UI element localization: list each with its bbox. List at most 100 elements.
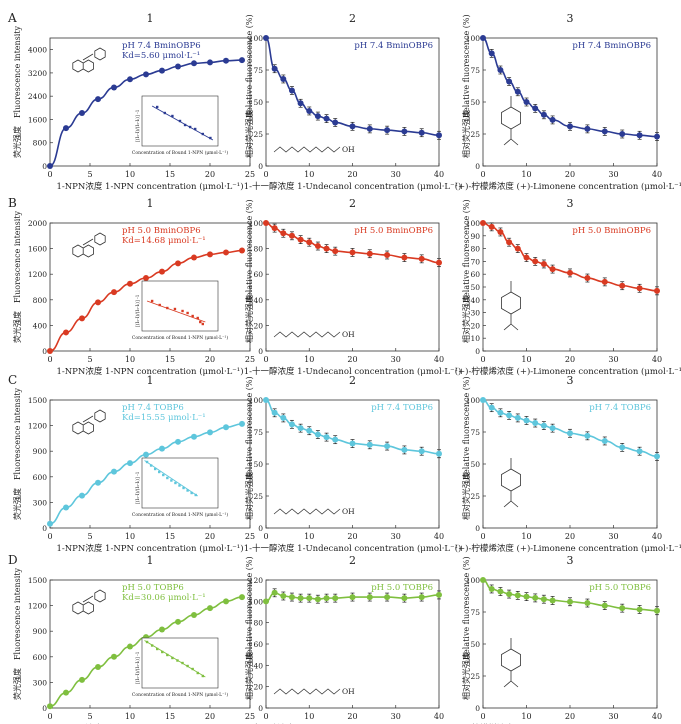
- data-point: [601, 278, 608, 285]
- inset-point: [171, 114, 174, 118]
- npn-bond: [82, 595, 94, 603]
- data-point: [47, 520, 53, 527]
- inset-point: [162, 473, 165, 477]
- data-point: [271, 589, 278, 596]
- data-point: [567, 123, 573, 130]
- data-point: [288, 594, 295, 601]
- data-point: [497, 228, 504, 235]
- data-point: [584, 275, 591, 282]
- panel-number: 1: [147, 374, 154, 387]
- x-tick-label: 10: [304, 170, 314, 179]
- y-tick-label: 2000: [28, 219, 47, 228]
- y-axis-label-cn: 相对荧光强度: [461, 472, 471, 520]
- data-point: [191, 254, 197, 261]
- y-tick-label: 75: [470, 428, 480, 437]
- x-tick-label: 0: [47, 355, 52, 364]
- x-tick-label: 5: [87, 170, 92, 179]
- data-point: [95, 96, 101, 103]
- data-point: [488, 50, 495, 57]
- fit-curve: [482, 37, 658, 138]
- y-tick-label: 100: [466, 576, 481, 585]
- data-point: [263, 220, 269, 226]
- y-axis-label-en: Relative fluorescence (%): [462, 199, 471, 303]
- data-point: [79, 110, 85, 117]
- data-point: [223, 249, 229, 256]
- y-axis-label-en: Relative fluorescence (%): [462, 556, 471, 660]
- y-tick-label: 600: [33, 473, 48, 482]
- data-point: [223, 424, 229, 431]
- plot-frame: [49, 399, 251, 529]
- y-tick-label: 0: [42, 162, 47, 171]
- y-tick-label: 1200: [28, 422, 47, 431]
- x-tick-label: 40: [652, 532, 662, 541]
- inset-point: [194, 127, 197, 131]
- y-axis-label-cn: 相对荧光强度: [244, 472, 254, 520]
- y-axis-label-en: Fluorescence intensity: [13, 210, 22, 303]
- x-tick-label: 40: [434, 170, 444, 179]
- data-point: [314, 243, 321, 250]
- annotation: Kd=5.60 μmol·L⁻¹: [122, 51, 200, 61]
- data-point: [63, 125, 69, 132]
- data-point: [349, 123, 356, 130]
- data-point: [418, 129, 425, 136]
- y-tick-label: 20: [253, 321, 263, 330]
- y-tick-label: 0: [258, 704, 263, 713]
- x-tick-label: 40: [434, 712, 444, 721]
- y-tick-label: 50: [470, 98, 480, 107]
- y-axis-label-en: Fluorescence intensity: [13, 25, 22, 118]
- data-point: [306, 427, 313, 434]
- x-tick-label: 10: [125, 355, 135, 364]
- y-tick-label: 300: [33, 678, 48, 687]
- data-point: [584, 600, 591, 607]
- inset-x-label: Concentration of Bound 1-NPN (μmol·L⁻¹): [132, 149, 228, 156]
- data-point: [79, 676, 85, 683]
- limonene-isopropenyl-a: [503, 323, 512, 331]
- data-point: [532, 594, 539, 601]
- inset-point: [178, 119, 182, 123]
- y-tick-label: 1200: [28, 270, 47, 279]
- data-point: [418, 255, 425, 262]
- x-tick-label: 40: [652, 170, 662, 179]
- x-axis-label: 1-NPN浓度 1-NPN concentration (μmol·L⁻¹): [56, 181, 243, 192]
- y-axis-label-cn: 荧光强度: [12, 668, 22, 700]
- panel-number: 3: [567, 554, 574, 567]
- x-tick-label: 20: [347, 712, 357, 721]
- y-tick-label: 25: [470, 130, 480, 139]
- data-point: [497, 409, 504, 416]
- x-tick-label: 0: [480, 170, 485, 179]
- y-tick-label: 80: [470, 245, 480, 254]
- limonene-molecule-icon: [501, 106, 521, 130]
- data-point: [532, 258, 539, 265]
- y-axis-label-cn: 荧光强度: [12, 488, 22, 520]
- data-point: [263, 598, 269, 605]
- y-tick-label: 20: [470, 321, 480, 330]
- inset-point: [201, 322, 204, 326]
- x-tick-label: 25: [245, 355, 255, 364]
- y-axis-label-cn: 相对荧光强度: [244, 110, 254, 158]
- x-tick-label: 10: [521, 170, 531, 179]
- annotation: pH 5.0 BminOBP6: [122, 226, 201, 236]
- x-tick-label: 20: [565, 532, 575, 541]
- inset-point: [186, 311, 189, 315]
- data-point: [288, 421, 295, 428]
- x-tick-label: 20: [205, 532, 215, 541]
- data-point: [584, 432, 591, 439]
- annotation: pH 5.0 BminOBP6: [572, 226, 651, 236]
- y-tick-label: 10: [470, 334, 480, 343]
- data-point: [127, 460, 133, 467]
- data-point: [523, 417, 530, 424]
- y-tick-label: 25: [253, 130, 263, 139]
- panel-number: 2: [349, 554, 356, 567]
- y-tick-label: 100: [466, 219, 481, 228]
- y-tick-label: 0: [258, 524, 263, 533]
- inset-point: [190, 491, 193, 495]
- undecanol-molecule-icon: [273, 146, 341, 153]
- data-point: [263, 35, 269, 41]
- y-tick-label: 30: [470, 309, 480, 318]
- inset-frame: [141, 457, 219, 509]
- annotation: Kd=15.55 μmol·L⁻¹: [122, 413, 206, 423]
- data-point: [280, 75, 287, 82]
- x-tick-label: 10: [304, 355, 314, 364]
